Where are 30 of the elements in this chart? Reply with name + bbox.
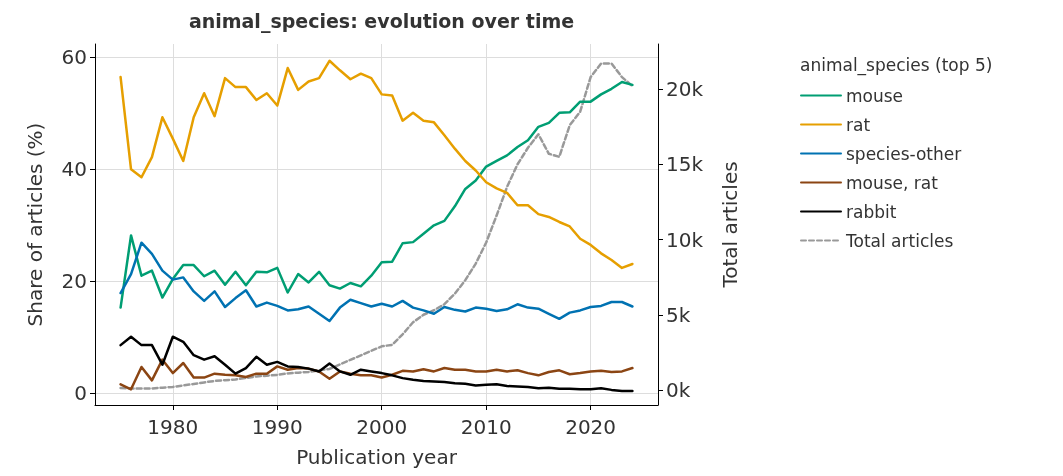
x-axis-title: Publication year	[296, 445, 458, 469]
y-tick-label: 40	[61, 157, 87, 182]
legend-title: animal_species (top 5)	[800, 54, 993, 76]
chart-title: animal_species: evolution over time	[188, 9, 575, 33]
line-series	[119, 59, 634, 270]
y2-tick-label: 10k	[666, 227, 704, 252]
legend-label: mouse, rat	[846, 172, 939, 193]
legend-label: mouse	[846, 85, 904, 106]
legend-label: species-other	[846, 143, 962, 164]
y2-axis-title: Total articles	[718, 161, 742, 289]
y-tick-label: 20	[61, 269, 87, 294]
y2-tick-label: 20k	[666, 77, 704, 102]
y2-tick-label: 5k	[666, 302, 691, 327]
y-tick-label: 0	[74, 381, 87, 406]
y2-tick-label: 15k	[666, 152, 704, 177]
x-tick-label: 1980	[147, 415, 199, 439]
line-series	[119, 80, 634, 309]
x-tick-label: 2010	[460, 415, 512, 439]
y-tick-label: 60	[61, 45, 87, 70]
line-series	[119, 358, 634, 391]
legend-label: rat	[846, 114, 871, 135]
x-tick-label: 2020	[565, 415, 617, 439]
x-tick-label: 1990	[251, 415, 303, 439]
y2-tick-label: 0k	[666, 377, 691, 402]
y-axis-title: Share of articles (%)	[23, 122, 47, 327]
line-series	[119, 335, 634, 393]
legend-label: rabbit	[846, 201, 897, 222]
x-tick-label: 2000	[356, 415, 408, 439]
line-series	[119, 241, 634, 323]
legend-label: Total articles	[845, 230, 954, 251]
